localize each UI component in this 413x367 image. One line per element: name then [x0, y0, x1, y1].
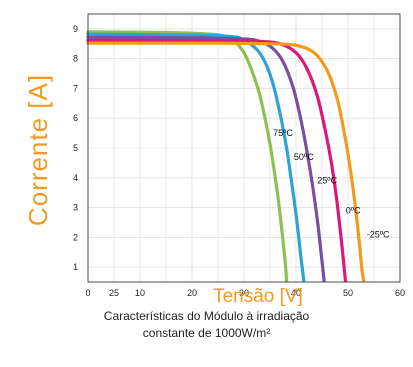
- x-tick-label: 0: [85, 288, 90, 298]
- curve-temperature-label: -25ºC: [367, 229, 390, 239]
- y-tick-label: 3: [73, 203, 78, 213]
- series-line: [86, 30, 289, 283]
- y-tick-label: 8: [73, 54, 78, 64]
- x-tick-label: 40: [291, 288, 301, 298]
- x-tick-label: 10: [135, 288, 145, 298]
- x-tick-label: 20: [187, 288, 197, 298]
- y-tick-label: 1: [73, 262, 78, 272]
- y-tick-label: 2: [73, 232, 78, 242]
- curve-temperature-label: 0ºC: [346, 206, 361, 216]
- y-tick-label: 6: [73, 113, 78, 123]
- curve-temperature-label: 75ºC: [273, 128, 293, 138]
- y-tick-label: 9: [73, 24, 78, 34]
- x-tick-label: 25: [109, 288, 119, 298]
- curve-temperature-label: 25ºC: [317, 176, 337, 186]
- caption-line-1: Características do Módulo à irradiação: [103, 309, 310, 323]
- caption-line-2: constante de 1000W/m²: [142, 326, 271, 340]
- x-tick-label: 50: [343, 288, 353, 298]
- y-tick-label: 7: [73, 83, 78, 93]
- y-tick-label: 5: [73, 143, 78, 153]
- plot-frame: [87, 13, 401, 283]
- series-line: [86, 38, 347, 283]
- x-axis-label: Tensão [V]: [213, 286, 303, 307]
- series-line: [86, 41, 366, 283]
- curve-temperature-label: 50ºC: [294, 152, 314, 162]
- series-line: [86, 32, 306, 283]
- y-tick-label: 4: [73, 173, 78, 183]
- x-tick-label: 30: [239, 288, 249, 298]
- x-tick-label: 60: [395, 288, 405, 298]
- y-axis-label: Corrente [A]: [23, 74, 53, 226]
- series-line: [86, 35, 326, 283]
